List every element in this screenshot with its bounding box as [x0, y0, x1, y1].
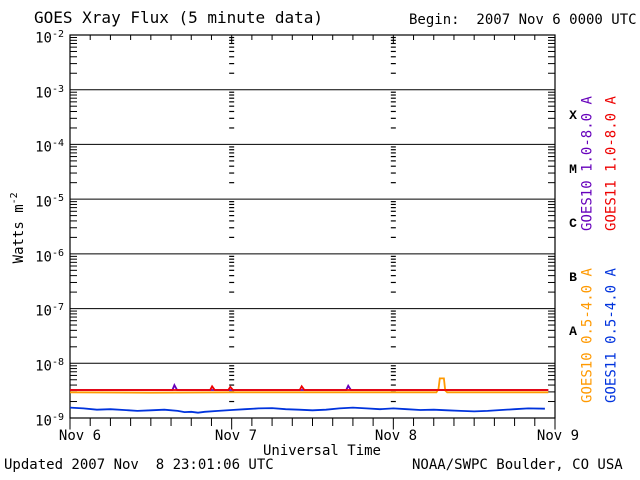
x-tick-label: Nov 6 [58, 428, 102, 444]
legend-goes10-short: GOES10 0.5-4.0 A [579, 268, 596, 403]
source-credit: NOAA/SWPC Boulder, CO USA [412, 457, 623, 473]
y-tick-label: 10-9 [35, 412, 64, 430]
legend-goes11-short: GOES11 0.5-4.0 A [603, 268, 620, 403]
y-tick-label: 10-8 [35, 357, 64, 375]
y-tick-label: 10-2 [35, 29, 64, 47]
begin-time-label: Begin: 2007 Nov 6 0000 UTC [409, 12, 637, 28]
legend-goes11-long: GOES11 1.0-8.0 A [603, 96, 620, 231]
flux-class-c: C [569, 216, 577, 231]
legend-goes10-long: GOES10 1.0-8.0 A [579, 96, 596, 231]
x-tick-label: Nov 8 [374, 428, 418, 444]
series-goes11-0-5-4-0-a [70, 406, 545, 414]
x-axis-title: Universal Time [262, 443, 381, 459]
chart-title: GOES Xray Flux (5 minute data) [34, 8, 323, 27]
y-tick-label: 10-7 [35, 302, 64, 320]
x-tick-label: Nov 7 [214, 428, 258, 444]
y-axis-title: Watts m-2 [9, 192, 27, 264]
flux-class-b: B [569, 270, 577, 285]
flux-class-a: A [569, 324, 577, 339]
x-tick-label: Nov 9 [536, 428, 580, 444]
series-goes11-1-0-8-0-a [70, 384, 549, 391]
y-tick-label: 10-3 [35, 84, 64, 102]
y-tick-label: 10-4 [35, 138, 64, 156]
flux-class-x: X [569, 108, 577, 123]
y-tick-label: 10-6 [35, 248, 64, 266]
flux-class-m: M [569, 162, 577, 177]
updated-timestamp: Updated 2007 Nov 8 23:01:06 UTC [4, 457, 274, 473]
y-tick-label: 10-5 [35, 193, 64, 211]
series-goes10-0-5-4-0-a [70, 377, 549, 394]
